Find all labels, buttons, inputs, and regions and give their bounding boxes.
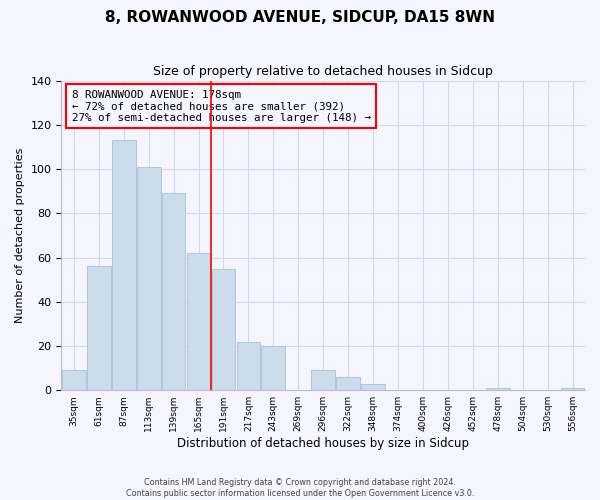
Bar — [311, 370, 335, 390]
Bar — [87, 266, 110, 390]
Bar — [62, 370, 86, 390]
Title: Size of property relative to detached houses in Sidcup: Size of property relative to detached ho… — [153, 65, 493, 78]
Bar — [212, 268, 235, 390]
Bar — [361, 384, 385, 390]
Bar — [137, 167, 161, 390]
Text: 8 ROWANWOOD AVENUE: 178sqm
← 72% of detached houses are smaller (392)
27% of sem: 8 ROWANWOOD AVENUE: 178sqm ← 72% of deta… — [72, 90, 371, 123]
Y-axis label: Number of detached properties: Number of detached properties — [15, 148, 25, 323]
Bar — [112, 140, 136, 390]
Bar — [187, 253, 211, 390]
Bar — [486, 388, 509, 390]
X-axis label: Distribution of detached houses by size in Sidcup: Distribution of detached houses by size … — [177, 437, 469, 450]
Bar — [336, 377, 360, 390]
Bar — [262, 346, 285, 390]
Text: Contains HM Land Registry data © Crown copyright and database right 2024.
Contai: Contains HM Land Registry data © Crown c… — [126, 478, 474, 498]
Bar — [162, 194, 185, 390]
Bar — [560, 388, 584, 390]
Bar — [236, 342, 260, 390]
Text: 8, ROWANWOOD AVENUE, SIDCUP, DA15 8WN: 8, ROWANWOOD AVENUE, SIDCUP, DA15 8WN — [105, 10, 495, 25]
